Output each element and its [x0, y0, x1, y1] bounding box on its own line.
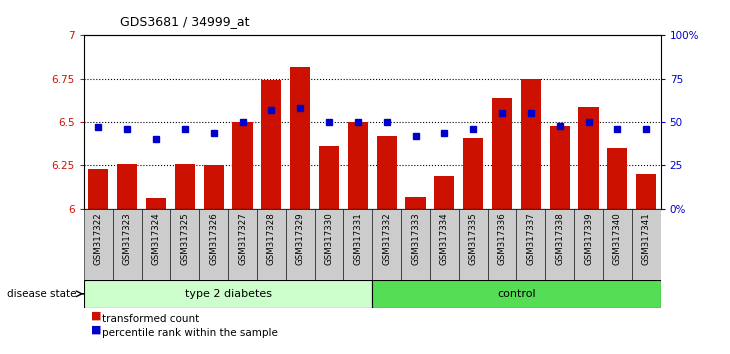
Text: GSM317339: GSM317339 [584, 212, 593, 265]
Bar [458, 209, 488, 280]
Text: GSM317337: GSM317337 [526, 212, 535, 265]
Bar [488, 209, 517, 280]
Bar [492, 98, 512, 209]
Text: GSM317340: GSM317340 [613, 212, 622, 265]
Text: type 2 diabetes: type 2 diabetes [185, 289, 272, 299]
Bar [607, 148, 628, 209]
Text: GSM317334: GSM317334 [440, 212, 449, 265]
Bar [632, 209, 661, 280]
Bar [347, 122, 368, 209]
Text: GSM317336: GSM317336 [498, 212, 507, 265]
Text: transformed count: transformed count [102, 314, 199, 324]
Text: GSM317325: GSM317325 [180, 212, 189, 265]
Bar [84, 280, 372, 308]
Bar [520, 79, 541, 209]
Bar [516, 209, 545, 280]
Text: GSM317328: GSM317328 [267, 212, 276, 265]
Bar [405, 197, 426, 209]
Text: GSM317326: GSM317326 [210, 212, 218, 265]
Text: GDS3681 / 34999_at: GDS3681 / 34999_at [120, 15, 250, 28]
Bar [578, 107, 599, 209]
Bar [228, 209, 257, 280]
Text: GSM317330: GSM317330 [325, 212, 334, 265]
Bar [372, 280, 661, 308]
Bar [142, 209, 171, 280]
Bar [434, 176, 455, 209]
Bar [574, 209, 603, 280]
Text: ■: ■ [91, 325, 101, 335]
Bar [550, 126, 570, 209]
Text: GSM317335: GSM317335 [469, 212, 477, 265]
Text: GSM317333: GSM317333 [411, 212, 420, 265]
Bar [174, 164, 195, 209]
Bar [261, 80, 282, 209]
Text: GSM317327: GSM317327 [238, 212, 247, 265]
Bar [117, 164, 137, 209]
Bar [146, 199, 166, 209]
Bar [402, 209, 430, 280]
Bar [603, 209, 632, 280]
Bar [170, 209, 199, 280]
Text: GSM317323: GSM317323 [123, 212, 131, 265]
Bar [377, 136, 397, 209]
Text: ■: ■ [91, 310, 101, 321]
Bar [315, 209, 343, 280]
Bar [372, 209, 401, 280]
Text: disease state: disease state [7, 289, 77, 299]
Text: GSM317341: GSM317341 [642, 212, 650, 265]
Bar [113, 209, 142, 280]
Bar [290, 67, 310, 209]
Text: GSM317322: GSM317322 [94, 212, 103, 265]
Text: GSM317332: GSM317332 [383, 212, 391, 265]
Text: GSM317329: GSM317329 [296, 212, 304, 265]
Text: GSM317338: GSM317338 [556, 212, 564, 265]
Bar [285, 209, 315, 280]
Bar [343, 209, 372, 280]
Text: percentile rank within the sample: percentile rank within the sample [102, 328, 278, 338]
Bar [199, 209, 228, 280]
Bar [319, 147, 339, 209]
Bar [257, 209, 285, 280]
Bar [84, 209, 112, 280]
Text: control: control [497, 289, 536, 299]
Text: GSM317324: GSM317324 [152, 212, 161, 265]
Bar [204, 166, 224, 209]
Bar [430, 209, 458, 280]
Bar [463, 138, 483, 209]
Bar [88, 169, 109, 209]
Text: GSM317331: GSM317331 [353, 212, 362, 265]
Bar [545, 209, 574, 280]
Bar [232, 122, 253, 209]
Bar [636, 174, 656, 209]
